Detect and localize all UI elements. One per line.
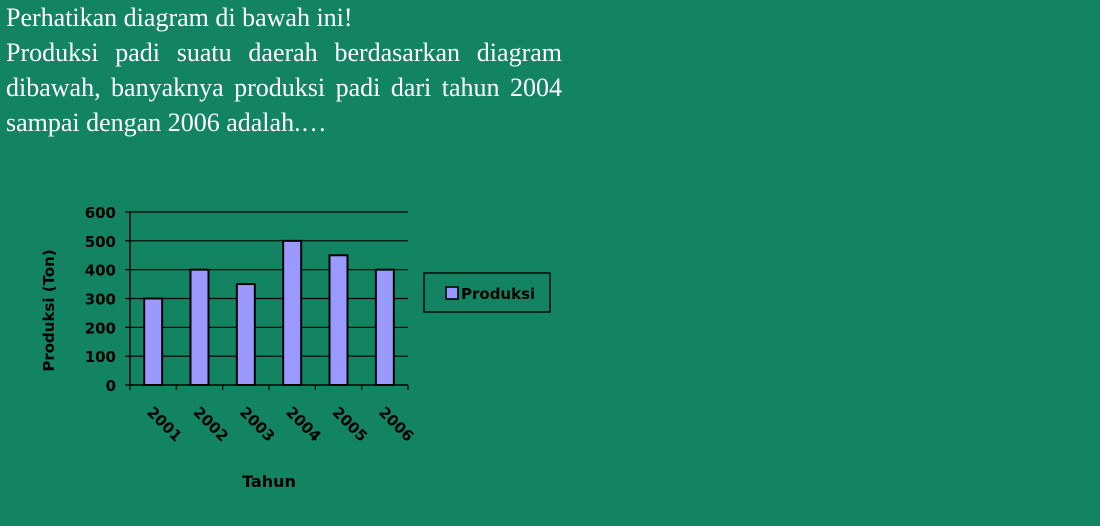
legend-label: Produksi	[461, 285, 535, 303]
bar-2002	[189, 268, 210, 386]
x-tick-label: 2005	[329, 403, 371, 445]
y-tick-label: 400	[85, 262, 116, 280]
x-tick-label: 2004	[282, 403, 324, 445]
bar-2003	[235, 283, 256, 387]
y-axis-title: Produksi (Ton)	[40, 249, 58, 371]
bar-2001	[143, 297, 164, 386]
y-tick-label: 300	[85, 291, 116, 309]
y-tick-label: 100	[85, 348, 116, 366]
y-tick-label: 0	[106, 377, 116, 395]
x-axis-title: Tahun	[242, 472, 296, 491]
question-body: Produksi padi suatu daerah berdasarkan d…	[6, 38, 562, 137]
bar-2006	[374, 268, 395, 386]
x-tick-label: 2006	[375, 403, 417, 445]
y-tick-label: 500	[85, 233, 116, 251]
bar-2005	[328, 254, 349, 386]
y-tick-label: 200	[85, 319, 116, 337]
y-tick-label: 600	[85, 204, 116, 222]
question-text: Perhatikan diagram di bawah ini! Produks…	[6, 0, 562, 140]
x-tick-label: 2002	[190, 403, 232, 445]
question-intro: Perhatikan diagram di bawah ini!	[6, 3, 353, 32]
legend-box	[423, 272, 551, 313]
bar-2004	[282, 239, 303, 386]
x-tick-label: 2001	[143, 403, 185, 445]
x-tick-label: 2003	[236, 403, 278, 445]
legend-swatch	[445, 286, 459, 300]
